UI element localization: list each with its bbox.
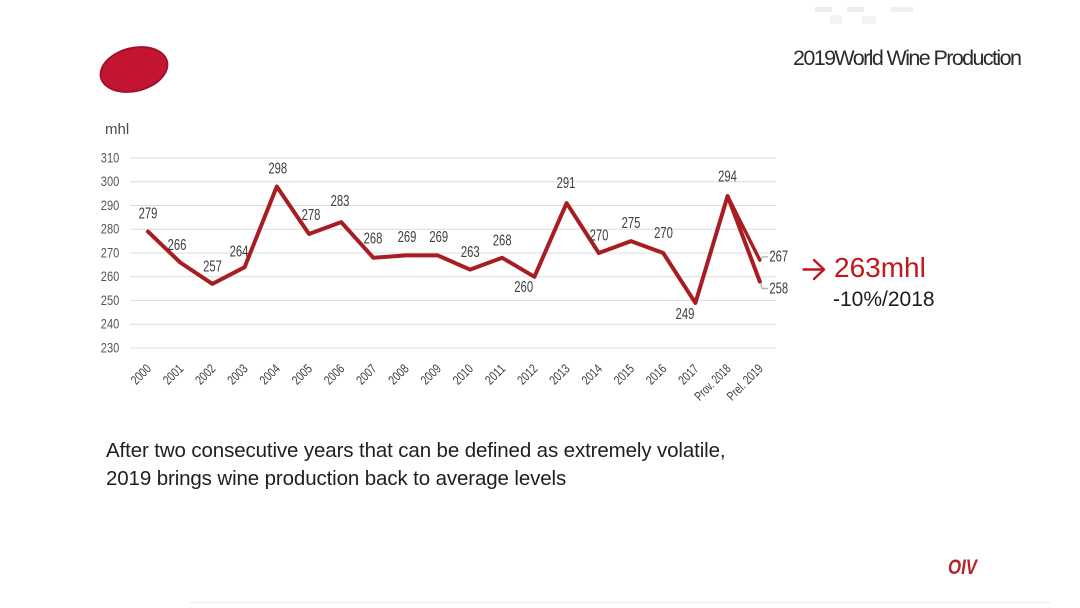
svg-text:257: 257	[203, 259, 222, 276]
svg-text:294: 294	[718, 169, 737, 186]
svg-text:2011: 2011	[482, 361, 509, 388]
svg-text:2005: 2005	[289, 361, 316, 388]
svg-text:279: 279	[139, 206, 158, 223]
svg-text:267: 267	[769, 248, 788, 265]
svg-text:298: 298	[268, 161, 287, 178]
svg-text:266: 266	[168, 237, 187, 254]
svg-text:2009: 2009	[417, 361, 444, 388]
svg-text:2003: 2003	[224, 361, 251, 388]
svg-text:260: 260	[514, 279, 533, 296]
svg-text:249: 249	[676, 306, 695, 323]
svg-text:278: 278	[302, 207, 321, 224]
svg-text:268: 268	[493, 232, 512, 249]
svg-text:2001: 2001	[160, 361, 187, 388]
svg-text:258: 258	[769, 281, 788, 298]
svg-text:2012: 2012	[514, 361, 541, 388]
svg-text:2002: 2002	[192, 361, 219, 388]
svg-text:2016: 2016	[643, 361, 670, 388]
svg-text:2000: 2000	[128, 361, 155, 388]
svg-text:2013: 2013	[546, 361, 573, 388]
svg-text:269: 269	[429, 229, 448, 246]
svg-text:260: 260	[101, 269, 120, 284]
svg-text:2008: 2008	[385, 361, 412, 388]
svg-text:2006: 2006	[321, 361, 348, 388]
svg-text:230: 230	[101, 341, 120, 356]
svg-text:280: 280	[101, 222, 120, 237]
svg-text:268: 268	[364, 230, 383, 247]
svg-text:263: 263	[461, 244, 480, 261]
svg-text:290: 290	[101, 198, 120, 213]
svg-text:2007: 2007	[353, 361, 380, 388]
svg-text:270: 270	[654, 225, 673, 242]
svg-text:283: 283	[331, 193, 350, 210]
svg-text:2010: 2010	[450, 361, 477, 388]
svg-text:2004: 2004	[256, 361, 283, 388]
svg-text:270: 270	[590, 228, 609, 245]
svg-text:270: 270	[101, 246, 120, 261]
svg-text:250: 250	[101, 293, 120, 308]
svg-text:Prel. 2019: Prel. 2019	[723, 361, 765, 403]
svg-text:264: 264	[230, 243, 249, 260]
svg-text:2015: 2015	[611, 361, 638, 388]
svg-text:310: 310	[101, 151, 120, 166]
svg-text:300: 300	[101, 174, 120, 189]
svg-text:240: 240	[101, 317, 120, 332]
svg-text:269: 269	[398, 229, 417, 246]
svg-text:2014: 2014	[578, 361, 605, 388]
svg-text:291: 291	[557, 175, 576, 192]
svg-text:2017: 2017	[675, 361, 702, 388]
svg-text:275: 275	[622, 215, 641, 232]
